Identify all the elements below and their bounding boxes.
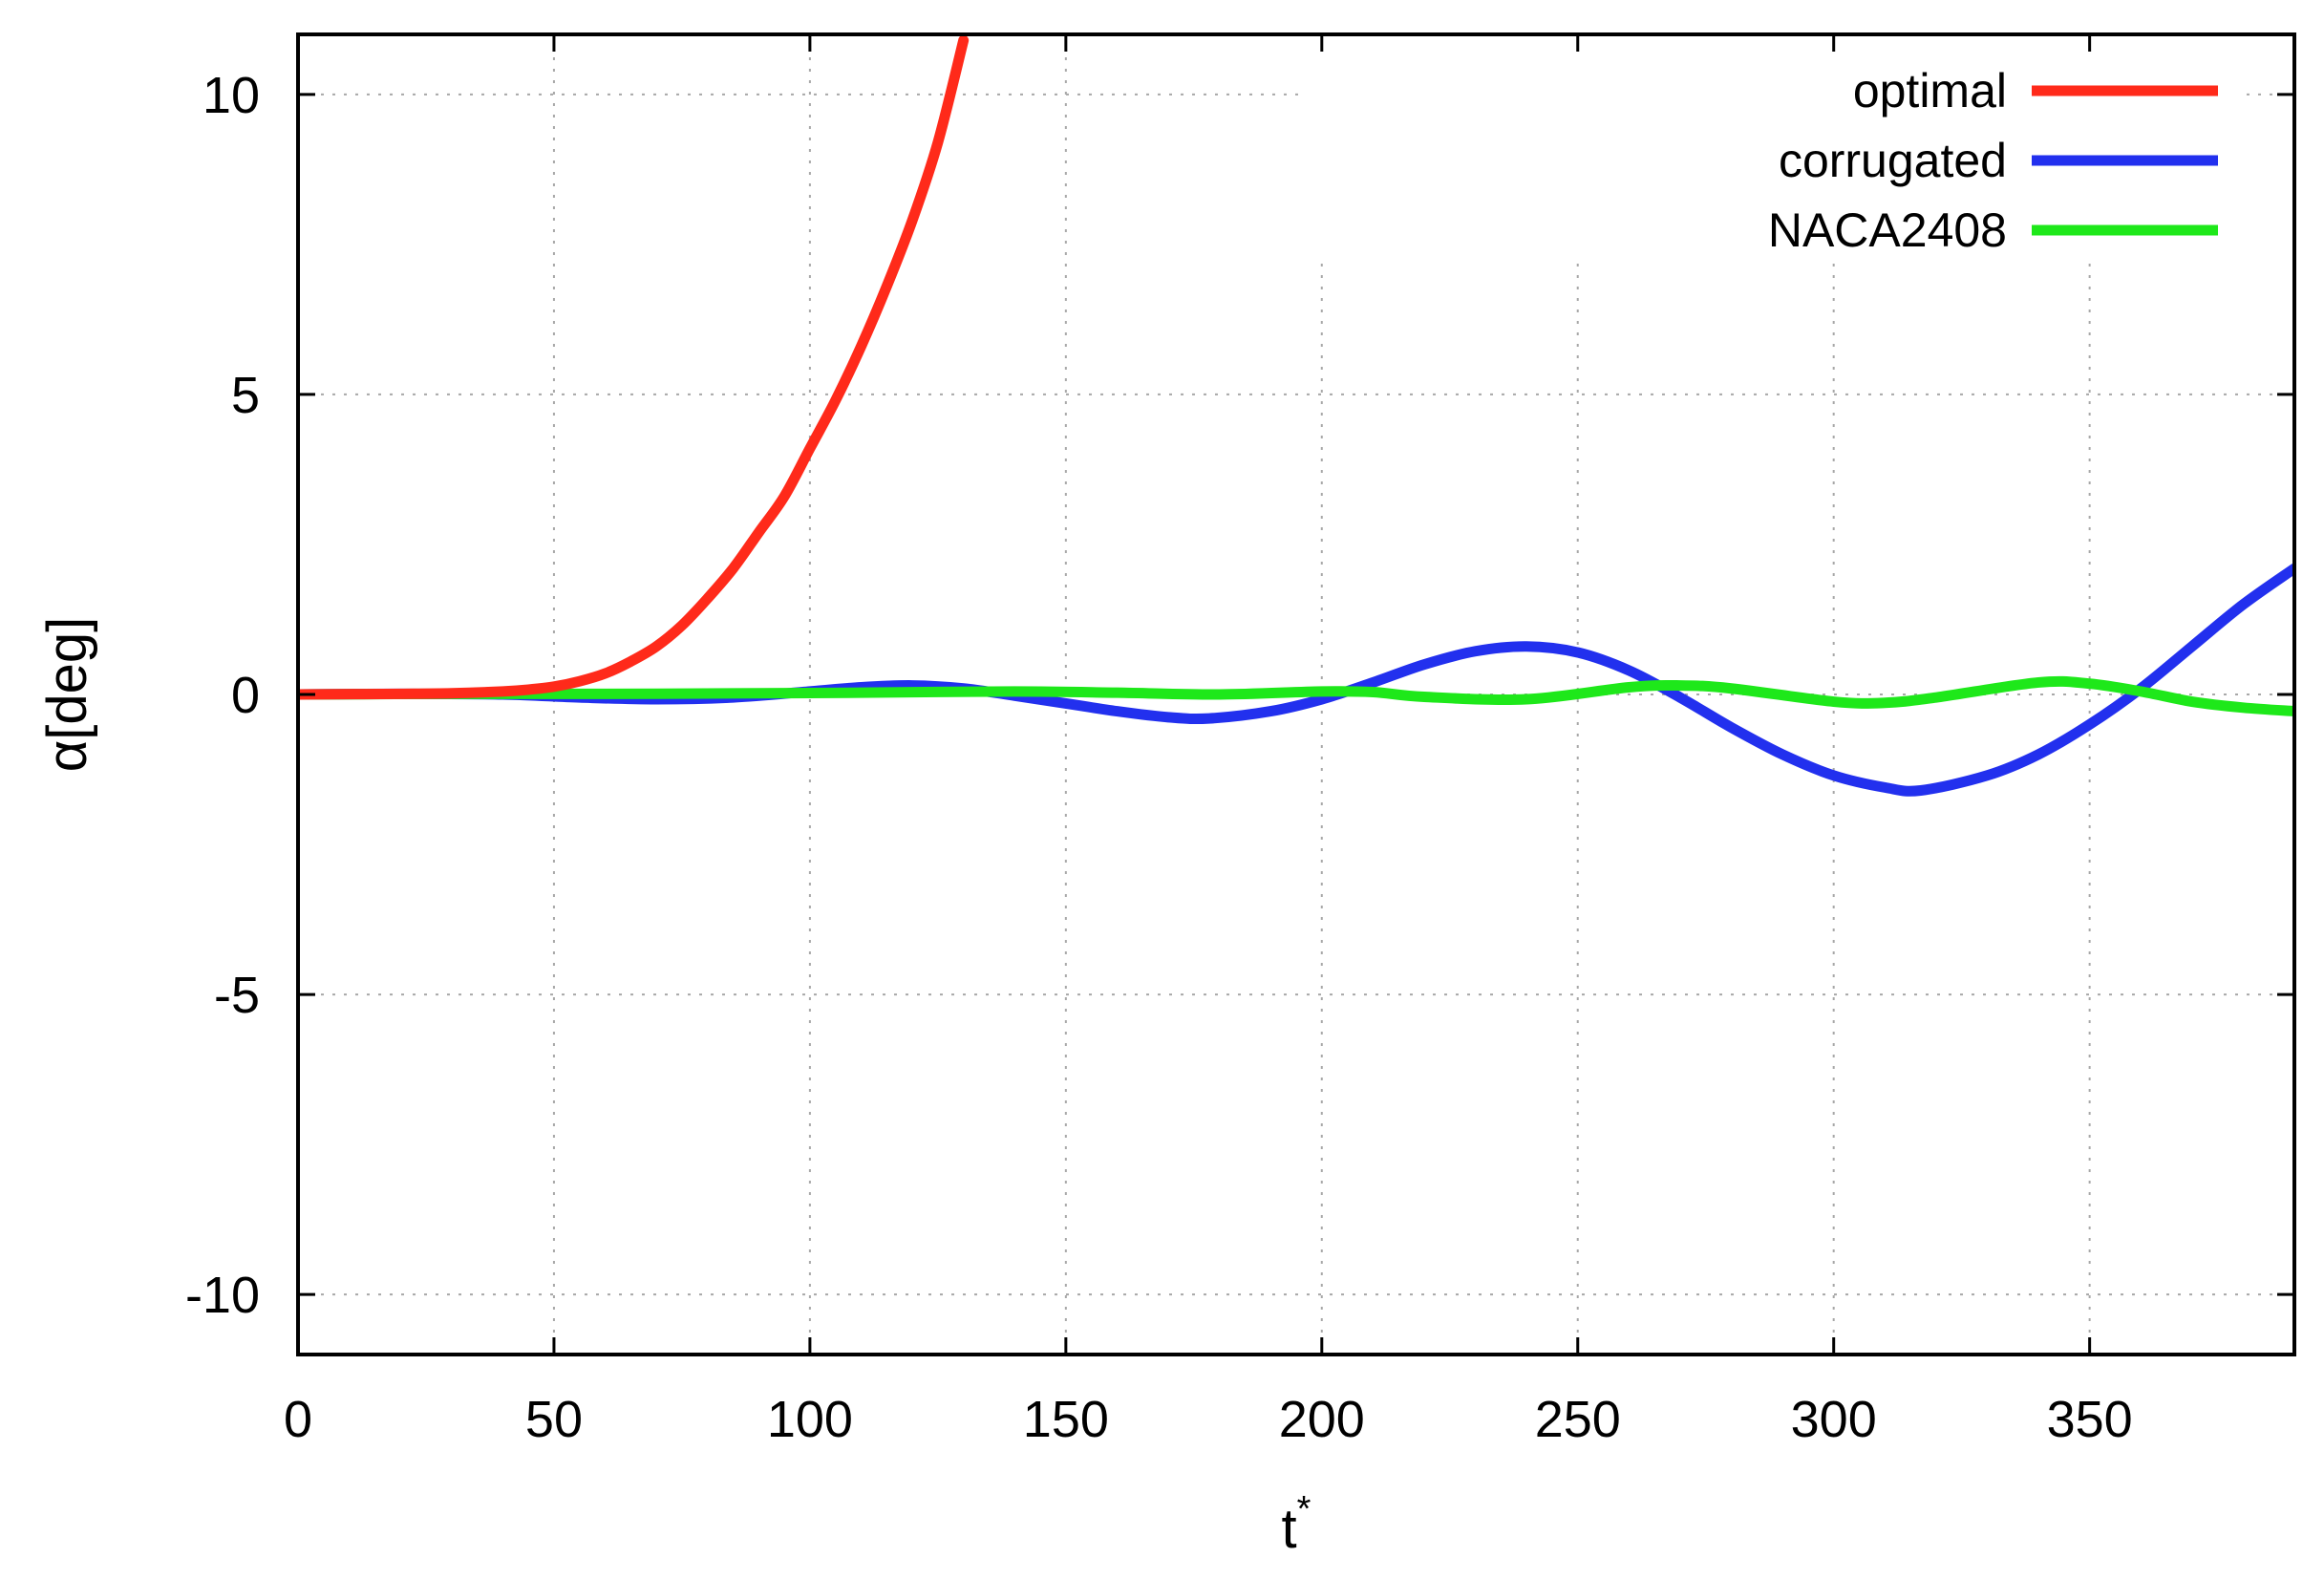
- y-tick-label: 5: [231, 367, 260, 424]
- x-axis-title-main: t: [1282, 1498, 1297, 1560]
- y-axis-title: α[deg]: [36, 617, 98, 773]
- x-tick-label: 200: [1279, 1391, 1365, 1448]
- x-axis-title-superscript: *: [1297, 1489, 1311, 1529]
- ticks: [296, 34, 2294, 1355]
- legend: optimal corrugated NACA2408: [1768, 64, 2218, 257]
- series-line-optimal: [298, 34, 970, 700]
- legend-label-naca2408: NACA2408: [1768, 203, 2007, 257]
- x-tick-label: 100: [767, 1391, 853, 1448]
- series-line-naca2408: [298, 675, 2294, 717]
- y-tick-label: 10: [203, 67, 260, 124]
- y-tick-label: -10: [185, 1267, 260, 1324]
- legend-label-corrugated: corrugated: [1779, 134, 2007, 187]
- x-tick-label: 0: [284, 1391, 312, 1448]
- x-axis-title: t*: [1282, 1489, 1311, 1560]
- x-tick-label: 150: [1023, 1391, 1109, 1448]
- legend-label-optimal: optimal: [1853, 64, 2007, 117]
- y-tick-label: -5: [214, 967, 260, 1024]
- tick-labels: 0 50 100 150 200 250 300 350 -10 -5 0 5 10: [185, 67, 2133, 1448]
- x-tick-label: 300: [1791, 1391, 1877, 1448]
- y-tick-label: 0: [231, 667, 260, 724]
- series-layer: [298, 34, 2294, 797]
- x-tick-label: 350: [2047, 1391, 2133, 1448]
- x-tick-label: 250: [1535, 1391, 1621, 1448]
- x-tick-label: 50: [525, 1391, 583, 1448]
